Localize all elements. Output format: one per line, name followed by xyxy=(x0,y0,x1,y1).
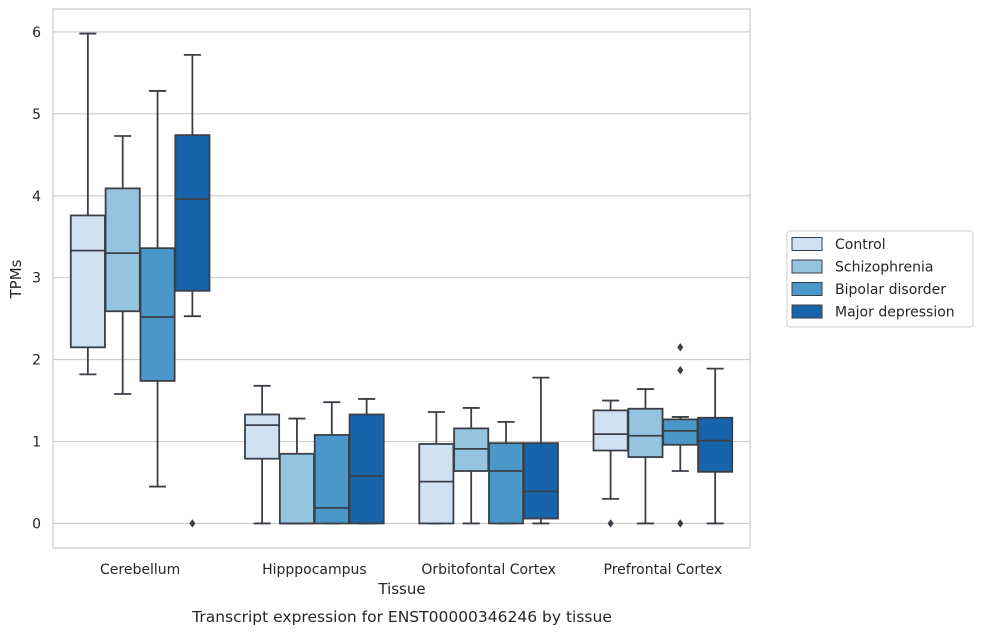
y-tick-label: 5 xyxy=(32,107,41,123)
y-tick-label: 4 xyxy=(32,189,41,205)
legend-label: Major depression xyxy=(835,305,955,321)
box-body xyxy=(278,452,315,525)
outlier-point xyxy=(677,343,684,352)
box-body xyxy=(313,434,350,525)
x-tick-label: Orbitofontal Cortex xyxy=(421,562,556,578)
box-2-3 xyxy=(522,376,559,525)
outlier-point xyxy=(677,519,684,528)
box-body xyxy=(139,247,176,382)
box-1-0 xyxy=(244,384,281,525)
legend-swatch xyxy=(791,304,823,319)
y-tick-label: 6 xyxy=(32,25,41,41)
box-body xyxy=(418,443,455,525)
box-2-0 xyxy=(418,411,455,525)
box-3-0 xyxy=(592,399,629,528)
y-tick-labels: 0 1 2 3 4 5 6 xyxy=(32,25,41,532)
y-axis-title: TPMs xyxy=(7,259,25,299)
box-1-3 xyxy=(348,398,385,525)
outlier-point xyxy=(189,519,196,528)
x-axis-title: Tissue xyxy=(377,580,425,598)
legend: Control Schizophrenia Bipolar disorder Majo… xyxy=(786,230,974,328)
box-body xyxy=(662,418,699,446)
legend-swatch xyxy=(791,237,823,251)
x-tick-label: Hipppocampus xyxy=(262,562,367,578)
box-0-0 xyxy=(69,32,106,376)
box-plots xyxy=(69,32,734,528)
box-3-1 xyxy=(627,388,664,525)
outlier-point xyxy=(607,519,614,528)
chart-caption: Transcript expression for ENST0000034624… xyxy=(191,608,612,626)
outlier-point xyxy=(677,366,684,375)
legend-items: Control Schizophrenia Bipolar disorder Majo… xyxy=(791,237,955,321)
x-tick-label: Prefrontal Cortex xyxy=(604,562,723,578)
box-body xyxy=(104,187,141,313)
box-body xyxy=(69,214,106,349)
x-tick-label: Cerebellum xyxy=(100,562,180,578)
legend-label: Bipolar disorder xyxy=(835,282,946,298)
box-0-3 xyxy=(174,53,211,528)
legend-swatch xyxy=(791,282,823,296)
box-body xyxy=(244,413,281,460)
y-tick-label: 0 xyxy=(32,516,41,532)
box-0-1 xyxy=(104,135,141,395)
y-tick-label: 1 xyxy=(32,435,41,451)
y-tick-label: 2 xyxy=(32,353,41,369)
box-3-3 xyxy=(697,367,734,525)
legend-label: Schizophrenia xyxy=(835,260,933,276)
box-body xyxy=(592,409,629,452)
legend-swatch xyxy=(791,259,823,274)
box-2-2 xyxy=(488,420,525,525)
box-body xyxy=(627,407,664,458)
box-1-1 xyxy=(278,417,315,525)
box-body xyxy=(174,134,211,292)
y-tick-label: 3 xyxy=(32,271,41,287)
legend-frame xyxy=(786,230,974,328)
x-tick-labels: Cerebellum Hipppocampus Orbitofontal Corte… xyxy=(100,562,722,578)
box-body xyxy=(348,413,385,525)
box-0-2 xyxy=(139,90,176,488)
box-body xyxy=(488,442,525,525)
box-1-2 xyxy=(313,401,350,525)
legend-label: Control xyxy=(835,237,886,253)
box-body xyxy=(697,416,734,473)
box-body xyxy=(522,442,559,520)
